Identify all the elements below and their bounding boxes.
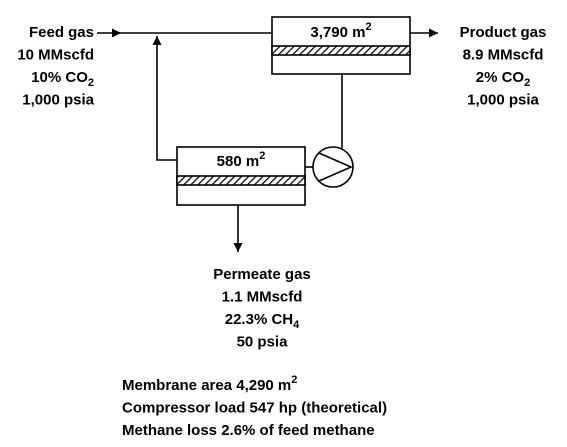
membrane-hatch	[176, 175, 306, 186]
text: 580 m	[217, 153, 260, 170]
superscript: 2	[259, 150, 265, 162]
permeate-label: Permeate gas	[213, 266, 311, 283]
feed-label: 10 MMscfd	[17, 46, 94, 63]
flow-lines	[97, 28, 438, 252]
membrane-area: 580 m2	[217, 150, 266, 170]
text: Feed gas	[29, 24, 94, 41]
membrane-1	[271, 16, 411, 75]
feed-label: 10% CO2	[31, 69, 94, 89]
compressor-circle	[312, 146, 354, 188]
note: Compressor load 547 hp (theoretical)	[122, 399, 387, 416]
product-label: Product gas	[460, 24, 547, 41]
text: 1,000 psia	[22, 91, 94, 108]
text: 22.3% CH	[225, 311, 293, 328]
feed-label: 1,000 psia	[22, 91, 94, 108]
text: 10 MMscfd	[17, 46, 94, 63]
superscript: 2	[365, 21, 371, 33]
permeate-label: 50 psia	[237, 333, 289, 350]
text: 1.1 MMscfd	[222, 288, 303, 305]
product-label: 1,000 psia	[467, 91, 539, 108]
product-label: 8.9 MMscfd	[463, 46, 544, 63]
text: 10% CO	[31, 69, 88, 86]
text: 1,000 psia	[467, 91, 539, 108]
text: 8.9 MMscfd	[463, 46, 544, 63]
text: 2% CO	[476, 69, 525, 86]
note: Membrane area 4,290 m2	[122, 374, 297, 394]
text: Permeate gas	[213, 266, 311, 283]
text: 3,790 m	[310, 24, 365, 41]
text: 50 psia	[237, 333, 289, 350]
text: Compressor load 547 hp (theoretical)	[122, 399, 387, 416]
permeate-label: 22.3% CH4	[225, 311, 300, 331]
membrane-hatch	[271, 45, 411, 56]
superscript: 2	[291, 374, 297, 386]
text: Product gas	[460, 24, 547, 41]
note: Methane loss 2.6% of feed methane	[122, 422, 375, 439]
feed-label: Feed gas	[29, 24, 94, 41]
text: Methane loss 2.6% of feed methane	[122, 422, 375, 439]
compressor	[312, 146, 354, 188]
membrane-area: 3,790 m2	[310, 21, 371, 41]
compressor-chevron	[318, 152, 353, 182]
subscript: 4	[293, 319, 300, 331]
product-label: 2% CO2	[476, 69, 530, 89]
permeate-label: 1.1 MMscfd	[222, 288, 303, 305]
subscript: 2	[88, 77, 94, 89]
recycle-line	[152, 36, 177, 161]
text: Membrane area 4,290 m	[122, 377, 291, 394]
subscript: 2	[524, 77, 530, 89]
membrane-2	[176, 146, 306, 206]
